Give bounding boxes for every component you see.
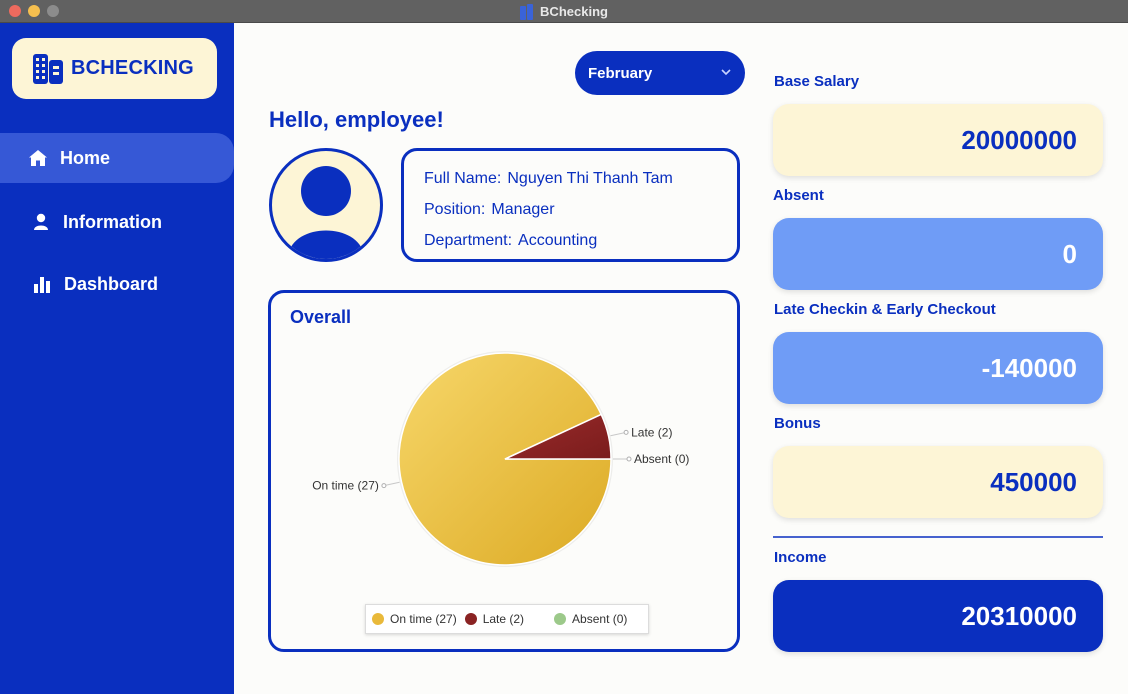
bar-chart-icon	[34, 277, 50, 293]
window-titlebar: BChecking	[0, 0, 1128, 23]
legend-item-absent: Absent (0)	[554, 612, 627, 626]
sidebar-item-label: Information	[63, 211, 162, 232]
window-title: BChecking	[540, 4, 608, 19]
department-value: Accounting	[518, 231, 598, 249]
sidebar-item-label: Home	[60, 147, 111, 168]
late-checkin-label: Late Checkin & Early Checkout	[774, 301, 996, 318]
profile-department: Department: Accounting	[424, 225, 737, 256]
app-icon	[520, 3, 534, 20]
avatar	[269, 148, 383, 262]
building-logo-icon	[33, 53, 63, 84]
legend-item-on-time: On time (27)	[372, 612, 457, 626]
close-window-button[interactable]	[9, 5, 21, 17]
legend-swatch	[464, 613, 477, 625]
legend-label: Late (2)	[482, 612, 525, 626]
overall-pie-chart: Late (2) Absent (0) On time (27)	[312, 351, 689, 567]
bonus-box: 450000	[773, 446, 1103, 518]
pie-slice-label: Late (2)	[631, 425, 672, 439]
maximize-window-button[interactable]	[47, 5, 59, 17]
absent-value: 0	[1062, 238, 1077, 269]
home-icon	[29, 150, 47, 166]
late-checkin-box: -140000	[773, 332, 1103, 404]
month-select[interactable]: February	[575, 51, 745, 95]
full-name-label: Full Name:	[424, 169, 502, 187]
sidebar-item-dashboard[interactable]: Dashboard	[0, 259, 234, 309]
base-salary-box: 20000000	[773, 104, 1103, 176]
legend-item-late: Late (2)	[464, 612, 525, 626]
legend-label: On time (27)	[390, 612, 457, 626]
full-name-value: Nguyen Thi Thanh Tam	[507, 169, 673, 187]
logo: BCHECKING	[12, 38, 217, 99]
absent-box: 0	[773, 218, 1103, 290]
sidebar: BCHECKING Home Information Dashboard	[0, 23, 234, 694]
user-avatar-icon	[288, 166, 364, 259]
bonus-label: Bonus	[774, 415, 821, 432]
overall-title: Overall	[290, 307, 352, 327]
pie-leader-line	[610, 431, 627, 437]
user-icon	[34, 213, 48, 230]
greeting: Hello, employee!	[269, 107, 444, 132]
logo-text: BCHECKING	[71, 57, 194, 79]
month-select-value: February	[588, 64, 653, 82]
base-salary-label: Base Salary	[774, 73, 860, 90]
bonus-value: 450000	[990, 466, 1077, 497]
position-label: Position:	[424, 200, 486, 218]
sidebar-item-information[interactable]: Information	[0, 197, 234, 247]
sidebar-item-home[interactable]: Home	[0, 133, 234, 183]
absent-label: Absent	[773, 187, 824, 204]
pie-leader-dot	[623, 429, 629, 435]
department-label: Department:	[424, 231, 513, 249]
base-salary-value: 20000000	[961, 124, 1077, 155]
pie-slice-label: On time (27)	[312, 479, 379, 493]
legend-swatch	[554, 613, 567, 625]
legend-swatch	[372, 613, 384, 625]
legend-label: Absent (0)	[572, 612, 628, 626]
minimize-window-button[interactable]	[28, 5, 40, 17]
pie-slice-late	[504, 413, 612, 460]
pie-leader-dot	[381, 483, 387, 489]
chevron-down-icon	[721, 69, 731, 76]
overall-card: Overall Late (2) Absent (0) On time (27) O…	[268, 290, 740, 652]
income-box: 20310000	[773, 580, 1103, 652]
income-label: Income	[774, 549, 827, 566]
pie-leader-line	[383, 481, 400, 487]
position-value: Manager	[491, 200, 555, 218]
sidebar-item-label: Dashboard	[64, 273, 159, 294]
pie-slice-label: Absent (0)	[634, 452, 689, 466]
profile-position: Position: Manager	[424, 194, 737, 225]
late-checkin-value: -140000	[981, 352, 1077, 383]
profile-full-name: Full Name: Nguyen Thi Thanh Tam	[424, 163, 737, 194]
income-value: 20310000	[961, 600, 1077, 631]
chart-legend: On time (27) Late (2) Absent (0)	[365, 604, 649, 634]
profile-card: Full Name: Nguyen Thi Thanh Tam Position…	[401, 148, 740, 262]
divider	[773, 536, 1103, 538]
pie-leader-dot	[626, 456, 632, 462]
